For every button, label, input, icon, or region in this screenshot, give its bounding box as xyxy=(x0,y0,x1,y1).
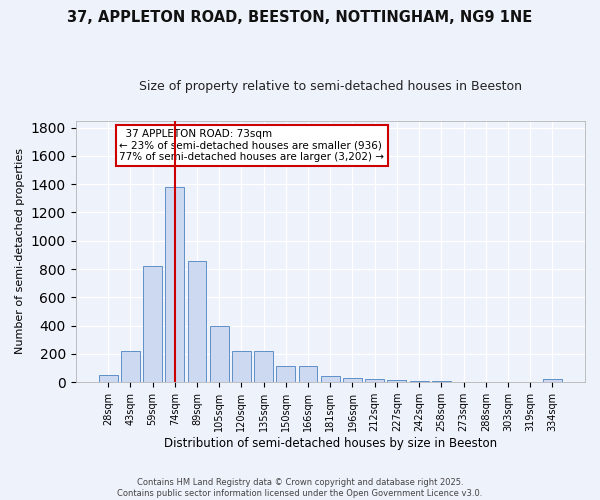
Bar xyxy=(365,380,384,382)
Text: Contains HM Land Registry data © Crown copyright and database right 2025.
Contai: Contains HM Land Registry data © Crown c… xyxy=(118,478,482,498)
Y-axis label: Number of semi-detached properties: Number of semi-detached properties xyxy=(15,148,25,354)
Bar xyxy=(143,266,162,382)
Bar xyxy=(98,375,118,382)
Bar xyxy=(410,381,428,382)
Title: Size of property relative to semi-detached houses in Beeston: Size of property relative to semi-detach… xyxy=(139,80,522,93)
Bar xyxy=(232,351,251,382)
Bar xyxy=(388,380,406,382)
Bar xyxy=(121,351,140,382)
Bar xyxy=(299,366,317,382)
Bar xyxy=(277,366,295,382)
Bar xyxy=(254,351,273,382)
X-axis label: Distribution of semi-detached houses by size in Beeston: Distribution of semi-detached houses by … xyxy=(164,437,497,450)
Bar xyxy=(321,376,340,382)
Text: 37, APPLETON ROAD, BEESTON, NOTTINGHAM, NG9 1NE: 37, APPLETON ROAD, BEESTON, NOTTINGHAM, … xyxy=(67,10,533,25)
Bar xyxy=(166,187,184,382)
Bar xyxy=(188,260,206,382)
Text: 37 APPLETON ROAD: 73sqm
← 23% of semi-detached houses are smaller (936)
77% of s: 37 APPLETON ROAD: 73sqm ← 23% of semi-de… xyxy=(119,129,384,162)
Bar xyxy=(543,380,562,382)
Bar xyxy=(432,381,451,382)
Bar xyxy=(210,326,229,382)
Bar xyxy=(343,378,362,382)
